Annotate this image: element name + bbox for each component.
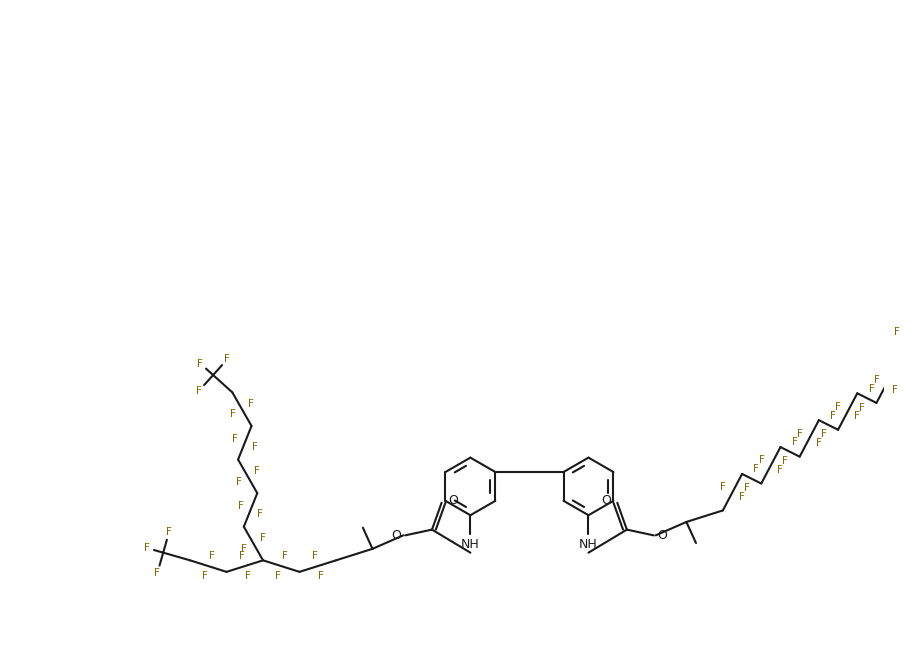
Text: F: F	[248, 399, 254, 409]
Text: F: F	[275, 571, 281, 581]
Text: F: F	[203, 571, 208, 581]
Text: F: F	[744, 483, 750, 493]
Text: F: F	[859, 403, 865, 413]
Text: F: F	[753, 464, 759, 474]
Text: F: F	[225, 354, 230, 365]
Text: F: F	[251, 442, 258, 451]
Text: O: O	[449, 494, 458, 507]
Text: F: F	[893, 327, 900, 337]
Text: F: F	[777, 465, 783, 475]
Text: F: F	[241, 544, 247, 554]
Text: F: F	[282, 551, 287, 561]
Text: F: F	[238, 501, 244, 511]
Text: F: F	[874, 374, 880, 385]
Text: F: F	[759, 455, 764, 465]
Text: F: F	[258, 509, 263, 519]
Text: F: F	[245, 571, 251, 581]
Text: F: F	[830, 411, 836, 420]
Text: F: F	[236, 476, 241, 487]
Text: F: F	[260, 533, 265, 543]
Text: F: F	[821, 430, 827, 440]
Text: F: F	[166, 528, 172, 537]
Text: O: O	[391, 529, 402, 542]
Text: F: F	[230, 409, 236, 419]
Text: F: F	[892, 384, 898, 395]
Text: F: F	[197, 359, 204, 369]
Text: F: F	[797, 428, 803, 438]
Text: O: O	[600, 494, 611, 507]
Text: F: F	[144, 543, 149, 553]
Text: F: F	[232, 434, 238, 444]
Text: F: F	[155, 568, 160, 578]
Text: F: F	[835, 401, 841, 412]
Text: F: F	[869, 384, 875, 394]
Text: F: F	[196, 386, 202, 396]
Text: F: F	[739, 492, 745, 502]
Text: O: O	[658, 529, 668, 542]
Text: F: F	[318, 571, 324, 581]
Text: F: F	[854, 411, 860, 421]
Text: F: F	[720, 482, 726, 492]
Text: F: F	[816, 438, 822, 448]
Text: NH: NH	[461, 537, 480, 551]
Text: F: F	[792, 438, 798, 447]
Text: F: F	[208, 551, 215, 561]
Text: F: F	[254, 466, 260, 476]
Text: NH: NH	[579, 537, 598, 551]
Text: F: F	[783, 457, 788, 466]
Text: F: F	[239, 551, 245, 561]
Text: F: F	[311, 551, 318, 561]
